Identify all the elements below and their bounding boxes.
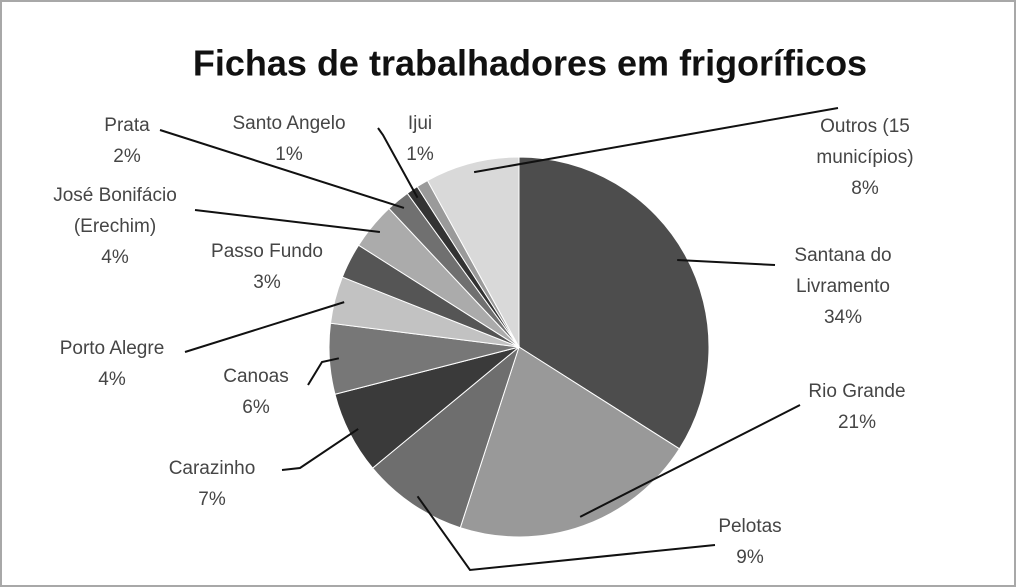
slice-label-line: José Bonifácio	[53, 185, 177, 206]
leader-line	[184, 301, 345, 353]
pie-slice	[459, 346, 681, 538]
slice-label-line: Ijui	[408, 113, 432, 134]
slice-label: Pelotas	[718, 516, 781, 537]
slice-label-line: Porto Alegre	[60, 338, 165, 359]
slice-label-line: Pelotas	[718, 516, 781, 537]
slice-label: Passo Fundo	[211, 241, 323, 262]
slice-label-line: Rio Grande	[808, 381, 905, 402]
leader-line	[677, 259, 776, 266]
slice-label-line: Santo Angelo	[232, 113, 345, 134]
chart-title: Fichas de trabalhadores em frigoríficos	[193, 43, 867, 84]
slice-label-line: Canoas	[223, 366, 289, 387]
pie-slice	[371, 345, 521, 529]
slice-label: Outros (15 municípios)	[816, 116, 913, 168]
slice-value-label: 9%	[736, 547, 764, 568]
leader-line	[307, 357, 340, 386]
leader-line	[194, 209, 381, 233]
slice-label: Santana do Livramento	[794, 245, 891, 297]
pie-slice	[426, 156, 520, 348]
pie-slice	[518, 156, 710, 450]
slice-value-label: 1%	[275, 144, 303, 165]
slice-label: Canoas	[223, 366, 289, 387]
slice-label: Prata	[104, 115, 150, 136]
slice-label-line: Prata	[104, 115, 150, 136]
leader-line	[159, 129, 405, 209]
slice-value-label: 4%	[101, 247, 129, 268]
slice-label: José Bonifácio (Erechim)	[53, 185, 177, 237]
slice-value-label: 2%	[113, 146, 141, 167]
slice-value-label: 21%	[838, 412, 876, 433]
slice-label-line: municípios)	[816, 147, 913, 168]
slice-value-label: 34%	[824, 307, 862, 328]
slice-label: Rio Grande	[808, 381, 905, 402]
slice-label: Porto Alegre	[60, 338, 165, 359]
leader-line	[579, 404, 801, 518]
slice-label-line: (Erechim)	[74, 216, 156, 237]
slice-label-line: Outros (15	[820, 116, 910, 137]
leader-line	[281, 428, 359, 471]
slice-value-label: 4%	[98, 369, 126, 390]
slice-value-label: 6%	[242, 397, 270, 418]
slice-value-label: 3%	[253, 272, 281, 293]
slice-label: Ijui	[408, 113, 432, 134]
slice-label-line: Carazinho	[169, 458, 256, 479]
slice-label-line: Livramento	[796, 276, 890, 297]
slice-label-line: Passo Fundo	[211, 241, 323, 262]
slice-value-label: 8%	[851, 178, 879, 199]
slice-label: Santo Angelo	[232, 113, 345, 134]
slice-label-line: Santana do	[794, 245, 891, 266]
slice-label: Carazinho	[169, 458, 256, 479]
leader-line	[473, 107, 839, 174]
leader-line	[416, 495, 716, 572]
leader-line	[377, 127, 419, 199]
slice-value-label: 7%	[198, 489, 226, 510]
slice-value-label: 1%	[406, 144, 434, 165]
